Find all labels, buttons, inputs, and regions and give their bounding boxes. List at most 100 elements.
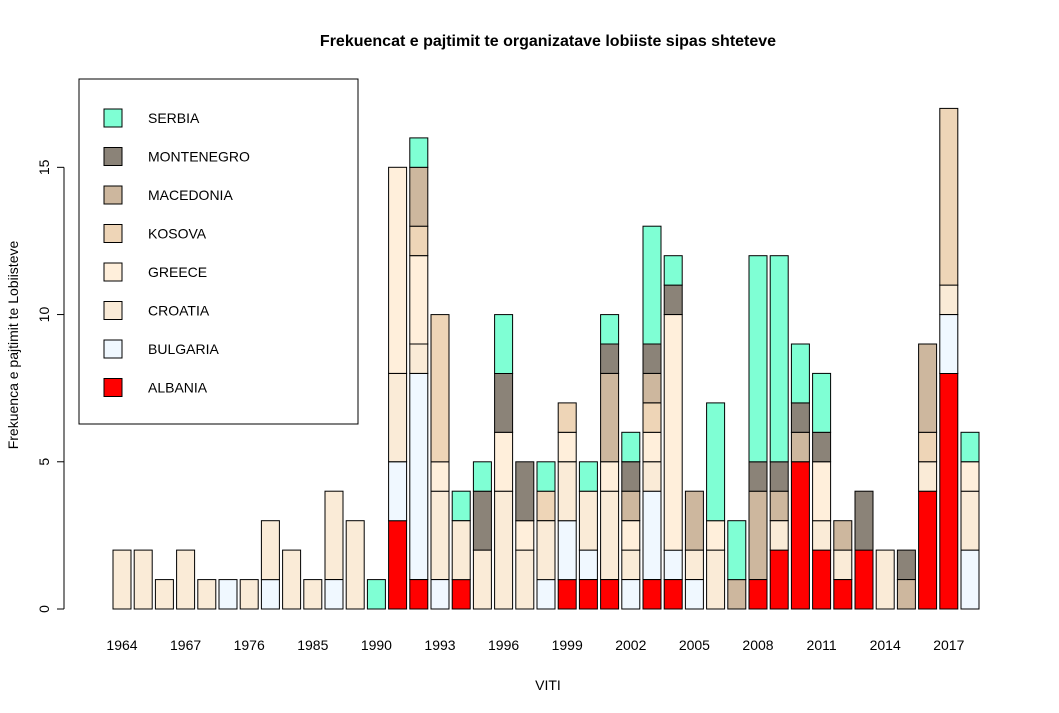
legend-swatch-bulgaria [103, 339, 123, 359]
bar-segment-bulgaria-1992 [409, 372, 429, 580]
bar-segment-albania-1991 [388, 520, 408, 610]
bar-segment-bulgaria-1999 [557, 520, 577, 581]
bar-segment-croatia-1985 [303, 579, 323, 610]
y-tick-label-10: 10 [36, 307, 52, 323]
bar-segment-bulgaria-1998 [536, 579, 556, 610]
bar-segment-croatia-2000 [578, 490, 598, 551]
x-tick-label-2008: 2008 [742, 637, 773, 653]
bar-segment-macedonia-2015 [896, 579, 916, 610]
bar-segment-croatia-1965 [133, 549, 153, 610]
bar-segment-macedonia-2001 [600, 372, 620, 463]
bar-segment-montenegro-1997 [515, 461, 535, 522]
bar-segment-greece-1999 [557, 431, 577, 463]
bar-segment-kosova-2003 [642, 402, 662, 433]
y-tick-label-0: 0 [36, 605, 52, 613]
bar-segment-greece-1997 [515, 520, 535, 551]
legend-label-montenegro: MONTENEGRO [148, 149, 250, 165]
bar-segment-croatia-2017 [939, 284, 959, 316]
bar-segment-serbia-1998 [536, 461, 556, 492]
bar-segment-bulgaria-1993 [430, 579, 450, 610]
x-tick-label-1964: 1964 [106, 637, 137, 653]
bar-segment-albania-2012 [833, 579, 853, 610]
bar-segment-greece-2002 [621, 520, 641, 551]
bar-segment-montenegro-2010 [790, 402, 810, 433]
bar-segment-greece-2018 [960, 461, 980, 492]
bar-segment-croatia-1991 [388, 372, 408, 463]
bar-segment-serbia-2004 [663, 255, 683, 286]
x-tick-label-1993: 1993 [424, 637, 455, 653]
legend-swatch-albania [103, 378, 123, 397]
bar-segment-macedonia-1992 [409, 166, 429, 227]
bar-segment-serbia-1995 [472, 461, 492, 492]
bar-segment-serbia-2018 [960, 431, 980, 463]
legend-label-croatia: CROATIA [148, 303, 210, 319]
x-tick-label-2002: 2002 [615, 637, 646, 653]
bar-segment-croatia-2002 [621, 549, 641, 580]
bar-segment-greece-1992 [409, 255, 429, 345]
x-tick-label-1985: 1985 [297, 637, 328, 653]
bar-segment-bulgaria-1977 [260, 579, 280, 610]
bar-segment-croatia-2009 [769, 520, 789, 551]
legend: SERBIA MONTENEGRO MACEDONIA KOSOVA GREECE CRO… [78, 78, 359, 425]
bar-segment-serbia-1994 [451, 490, 471, 522]
bar-segment-croatia-1964 [112, 549, 132, 610]
legend-label-kosova: KOSOVA [148, 226, 207, 242]
bar-segment-serbia-2002 [621, 431, 641, 463]
bar-segment-croatia-1977 [260, 520, 280, 581]
bar-segment-bulgaria-1987 [324, 579, 344, 610]
bar-segment-albania-1994 [451, 579, 471, 610]
bar-segment-macedonia-2012 [833, 520, 853, 551]
bar-segment-macedonia-2002 [621, 490, 641, 522]
bar-segment-albania-2000 [578, 579, 598, 610]
x-tick-label-1976: 1976 [234, 637, 265, 653]
bar-segment-croatia-1976 [239, 579, 259, 610]
bar-segment-croatia-1992 [409, 343, 429, 374]
legend-label-greece: GREECE [148, 264, 207, 280]
bar-segment-croatia-1989 [345, 520, 365, 610]
bar-segment-serbia-2009 [769, 255, 789, 463]
bar-segment-montenegro-2001 [600, 343, 620, 374]
bar-segment-serbia-2003 [642, 225, 662, 345]
legend-swatch-serbia [103, 108, 123, 128]
bars-group [112, 107, 980, 610]
bar-segment-croatia-1966 [154, 579, 174, 610]
bar-segment-croatia-1995 [472, 549, 492, 610]
legend-label-macedonia: MACEDONIA [148, 187, 233, 203]
x-tick-label-2014: 2014 [870, 637, 901, 653]
bar-segment-bulgaria-2004 [663, 549, 683, 580]
bar-segment-albania-1999 [557, 579, 577, 610]
bar-segment-albania-2009 [769, 549, 789, 610]
bar-segment-montenegro-2008 [748, 461, 768, 492]
bar-segment-macedonia-2009 [769, 490, 789, 522]
x-tick-label-2017: 2017 [933, 637, 964, 653]
bar-segment-croatia-1997 [515, 549, 535, 610]
legend-label-serbia: SERBIA [148, 110, 200, 126]
x-tick-label-1990: 1990 [361, 637, 392, 653]
bar-segment-montenegro-1996 [494, 372, 514, 433]
legend-swatch-kosova [103, 224, 123, 243]
bar-segment-greece-2004 [663, 314, 683, 551]
bar-segment-montenegro-2009 [769, 461, 789, 492]
bar-segment-croatia-1967 [176, 549, 196, 610]
x-tick-label-2011: 2011 [807, 637, 837, 653]
bar-segment-serbia-1996 [494, 314, 514, 375]
y-tick-label-5: 5 [36, 458, 52, 466]
y-axis: 0 5 10 15 [36, 159, 65, 613]
bar-segment-croatia-1994 [451, 520, 471, 581]
bar-segment-croatia-1999 [557, 461, 577, 522]
bar-segment-serbia-2010 [790, 343, 810, 404]
bar-segment-serbia-2006 [706, 402, 726, 522]
bar-segment-greece-1993 [430, 461, 450, 492]
bar-segment-macedonia-2010 [790, 431, 810, 463]
x-axis-label: VITI [535, 677, 561, 693]
bar-segment-croatia-2014 [875, 549, 895, 610]
legend-swatch-croatia [103, 301, 123, 320]
bar-segment-serbia-1992 [409, 137, 429, 168]
bar-segment-croatia-2012 [833, 549, 853, 580]
bar-segment-croatia-2006 [706, 549, 726, 610]
bar-segment-croatia-2005 [684, 549, 704, 580]
bar-segment-albania-2013 [854, 549, 874, 610]
bar-segment-macedonia-2008 [748, 490, 768, 581]
bar-segment-croatia-2001 [600, 490, 620, 581]
bar-segment-albania-2004 [663, 579, 683, 610]
